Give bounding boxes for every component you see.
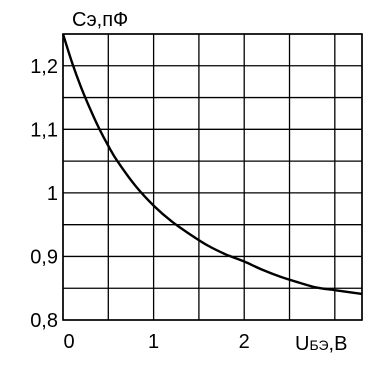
y-axis-label: Cэ,пФ	[72, 9, 128, 31]
x-tick-label-0: 0	[63, 331, 74, 353]
x-axis-label-main: U	[295, 333, 309, 355]
x-tick-label-1: 1	[148, 331, 159, 353]
x-axis-label: UБЭ,В	[295, 333, 347, 355]
y-tick-label-4: 1,2	[30, 56, 58, 78]
y-tick-label-0: 0,8	[30, 310, 58, 332]
y-tick-labels: 0,8 0,9 1 1,1 1,2	[30, 56, 58, 332]
series-line	[61, 33, 363, 296]
x-axis-label-unit: ,В	[329, 333, 348, 355]
plot-frame	[62, 33, 363, 321]
y-tick-label-1: 0,9	[30, 246, 58, 268]
grid	[62, 33, 363, 321]
y-tick-label-2: 1	[47, 183, 58, 205]
x-axis-label-subscript: БЭ	[309, 337, 328, 353]
y-tick-label-3: 1,1	[30, 119, 58, 141]
x-tick-labels: 0 1 2	[63, 331, 249, 353]
x-tick-label-2: 2	[239, 331, 250, 353]
